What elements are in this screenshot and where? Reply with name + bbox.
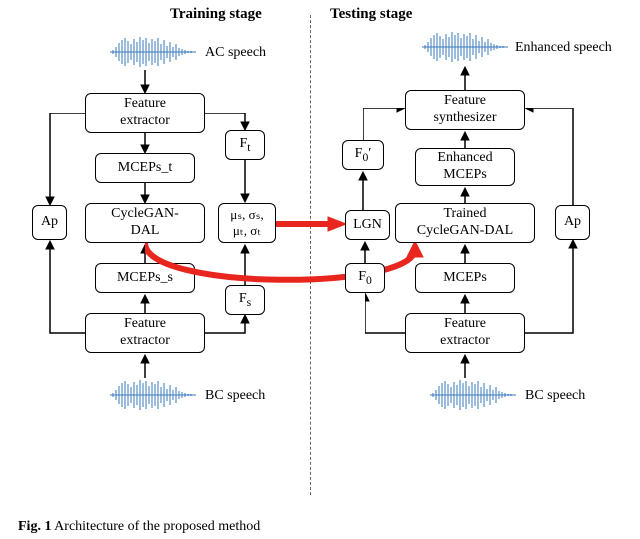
lgn-text: LGN: [353, 217, 382, 234]
trained-cyclegan-box: Trained CycleGAN-DAL: [395, 203, 535, 243]
feature-synthesizer-box: Feature synthesizer: [405, 90, 525, 130]
feature-extractor-bottom-box: Feature extractor: [85, 313, 205, 353]
bc-speech-testing-label: BC speech: [525, 388, 585, 404]
feature-extractor-testing-text: Feature extractor: [440, 316, 490, 350]
lgn-box: LGN: [345, 210, 390, 240]
bc-waveform-testing-icon: [428, 378, 518, 413]
f0-prime-box: F0′: [342, 140, 384, 170]
feature-synthesizer-text: Feature synthesizer: [434, 93, 497, 127]
ac-speech-label: AC speech: [205, 45, 266, 61]
ft-text: Ft: [239, 136, 250, 155]
mceps-t-box: MCEPs_t: [95, 153, 195, 183]
red-arrow-stats-lgn: [276, 215, 348, 235]
feature-extractor-testing-box: Feature extractor: [405, 313, 525, 353]
caption-text: Architecture of the proposed method: [51, 519, 260, 534]
testing-stage-title: Testing stage: [330, 6, 412, 23]
f0-text: F0: [358, 269, 372, 288]
f0-prime-text: F0′: [355, 146, 372, 165]
training-stage-title: Training stage: [170, 6, 262, 23]
figure-caption: Fig. 1 Architecture of the proposed meth…: [18, 519, 260, 535]
bc-waveform-training-icon: [108, 378, 198, 413]
feature-extractor-top-text: Feature extractor: [120, 96, 170, 130]
caption-prefix: Fig. 1: [18, 519, 51, 534]
bc-speech-training-label: BC speech: [205, 388, 265, 404]
stats-text: μₛ, σₛ, μₜ, σₜ: [230, 207, 263, 238]
enhanced-waveform-icon: [420, 30, 510, 65]
feature-extractor-bottom-text: Feature extractor: [120, 316, 170, 350]
cyclegan-dal-text: CycleGAN- DAL: [111, 206, 179, 240]
mceps-t-text: MCEPs_t: [118, 160, 172, 177]
trained-cyclegan-text: Trained CycleGAN-DAL: [417, 206, 513, 240]
feature-extractor-top-box: Feature extractor: [85, 93, 205, 133]
enhanced-speech-label: Enhanced speech: [515, 40, 612, 56]
f0-box: F0: [345, 263, 385, 293]
stats-box: μₛ, σₛ, μₜ, σₜ: [218, 203, 276, 243]
ac-waveform-icon: [108, 35, 198, 70]
mceps-testing-box: MCEPs: [415, 263, 515, 293]
mceps-testing-text: MCEPs: [443, 270, 487, 287]
cyclegan-dal-box: CycleGAN- DAL: [85, 203, 205, 243]
enhanced-mceps-box: Enhanced MCEPs: [415, 148, 515, 186]
red-arrow-cyclegan: [145, 241, 435, 301]
enhanced-mceps-text: Enhanced MCEPs: [437, 150, 492, 184]
